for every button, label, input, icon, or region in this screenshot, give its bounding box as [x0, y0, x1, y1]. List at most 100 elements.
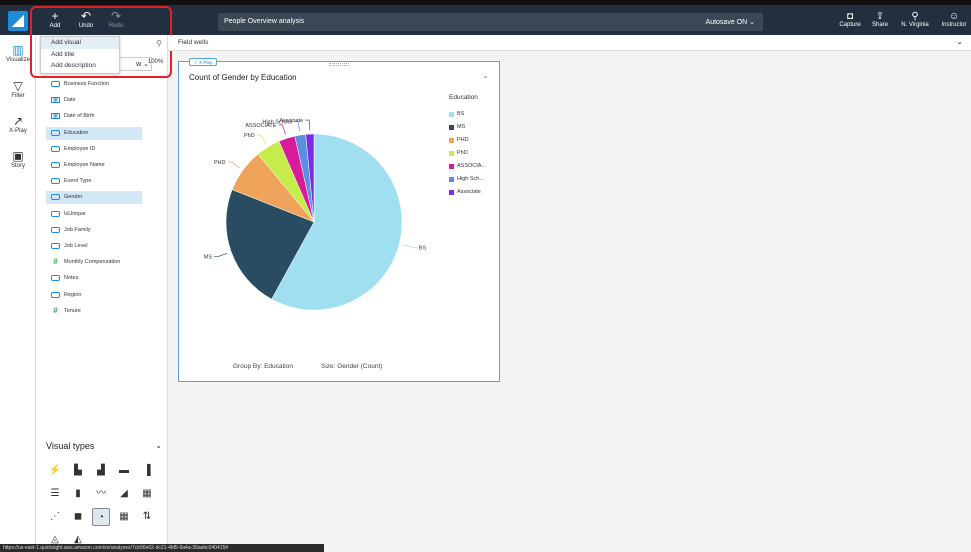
line-chart-icon: ↗ [12, 114, 24, 128]
pie-slice-label: PhD [244, 133, 255, 139]
quicksight-logo[interactable] [8, 11, 28, 31]
field-item[interactable]: Region [46, 289, 142, 302]
legend-label: BS [457, 111, 465, 117]
visual-type-icon[interactable]: ▮ [75, 488, 81, 499]
hash-icon: # [53, 305, 58, 315]
field-item[interactable]: ▦ Date of Birth [46, 110, 142, 123]
visual-type-icon[interactable]: ◼ [73, 511, 83, 522]
field-label: IsUnique [64, 210, 86, 217]
field-item[interactable]: Education [46, 126, 142, 140]
nav-story[interactable]: ▣ Story [0, 149, 36, 169]
chevron-down-icon: ⌄ [749, 19, 755, 26]
dimension-icon [51, 226, 60, 233]
chevron-down-icon: ⌄ [956, 37, 963, 46]
legend-item[interactable]: MS [449, 124, 465, 130]
check-icon: ✓ [194, 60, 198, 65]
field-item[interactable]: ▦ Date [46, 94, 142, 107]
legend-label: PHD [457, 137, 469, 143]
legend-item[interactable]: Associate [449, 189, 481, 195]
visual-type-icon[interactable]: ▟ [97, 465, 105, 476]
visual-type-icon[interactable]: ▬ [119, 465, 129, 476]
search-fields[interactable]: ⚲ [46, 39, 162, 53]
undo-button[interactable]: ↶ Undo [71, 9, 101, 29]
pie-slice-label: High School [262, 119, 292, 125]
field-item[interactable]: Event Type [46, 175, 142, 188]
pie-slice[interactable] [225, 189, 315, 300]
size-by-label: Size: Gender (Count) [321, 363, 383, 370]
visual-type-icon[interactable]: ▐ [143, 465, 151, 476]
field-item[interactable]: Notes [46, 272, 142, 285]
region-selector[interactable]: ⚲ N. Virginia [898, 11, 932, 28]
visual-type-icon[interactable]: ◭ [74, 534, 82, 545]
calendar-icon: ▦ [51, 113, 60, 120]
field-item[interactable]: Job Level [46, 240, 142, 253]
visual-type-icon[interactable]: ⚡ [48, 465, 62, 476]
field-label: Job Family [64, 226, 91, 233]
autosave-toggle[interactable]: Autosave ON ⌄ [705, 19, 755, 26]
legend-item[interactable]: BS [449, 111, 464, 117]
bar-chart-icon: ▥ [12, 43, 24, 57]
pie-slice[interactable] [271, 133, 403, 311]
pie-leader-line [256, 134, 267, 144]
pie-leader-line [403, 244, 417, 248]
visual-card[interactable]: ✓ X-Play Count of Gender by Education ⌄ … [178, 58, 500, 382]
capture-button[interactable]: ◘ Capture [833, 11, 867, 28]
field-item[interactable]: Business Function [46, 78, 142, 91]
add-description-item[interactable]: Add description [51, 62, 96, 69]
visual-type-icon[interactable]: ⋰ [50, 511, 60, 522]
visual-type-icon[interactable]: ◔ [92, 508, 110, 526]
field-label: Employee ID [64, 145, 96, 152]
field-item[interactable]: # Tenure [46, 305, 142, 318]
redo-button[interactable]: ↷ Redo [101, 9, 131, 29]
visual-type-icon[interactable]: ▙ [74, 465, 82, 476]
legend-label: ASSOCIA... [457, 163, 487, 169]
group-by-label: Group By: Education [233, 363, 293, 370]
legend-swatch [449, 138, 454, 143]
top-toolbar: + Add ↶ Undo ↷ Redo People Overview anal… [0, 0, 971, 35]
field-item[interactable]: Employee ID [46, 143, 142, 156]
filter-icon: ▽ [13, 79, 23, 93]
visual-type-icon[interactable]: 〰 [96, 488, 106, 499]
add-menu: Add visual Add title Add description [40, 36, 120, 74]
field-item[interactable]: Job Family [46, 224, 142, 237]
plus-icon: + [51, 9, 59, 23]
nav-xplay[interactable]: ↗ X-Play [0, 114, 36, 134]
pie-leader-line [305, 119, 311, 131]
legend-swatch [449, 112, 454, 117]
visual-type-icon[interactable]: ▦ [142, 488, 152, 499]
add-button[interactable]: + Add [40, 9, 70, 29]
add-visual-item[interactable]: Add visual [41, 37, 119, 49]
field-item[interactable]: IsUnique [46, 208, 142, 221]
legend-label: MS [457, 124, 466, 130]
pie-slice[interactable] [305, 133, 315, 223]
add-title-item[interactable]: Add title [51, 50, 75, 58]
visual-type-icon[interactable]: ◬ [51, 534, 59, 545]
visual-menu-chevron-icon[interactable]: ⌄ [482, 71, 489, 80]
visual-type-icon[interactable]: ◢ [120, 488, 128, 499]
field-item[interactable]: Gender [46, 191, 142, 205]
field-item[interactable]: Employee Name [46, 159, 142, 172]
analysis-title-field[interactable]: People Overview analysis Autosave ON ⌄ [218, 13, 763, 31]
legend-item[interactable]: PHD [449, 137, 469, 143]
legend-item[interactable]: High Sch... [449, 176, 484, 182]
legend-swatch [449, 190, 454, 195]
field-label: Business Function [64, 81, 109, 87]
user-menu[interactable]: ☺ Instructor [937, 11, 971, 28]
legend-item[interactable]: ASSOCIA... [449, 163, 486, 169]
visual-type-icon[interactable]: ▦ [119, 511, 129, 522]
visual-type-icon[interactable]: ☰ [50, 488, 60, 499]
pie-leader-line [278, 124, 286, 135]
legend-label: High Sch... [457, 176, 484, 182]
visual-type-icon[interactable]: ⇅ [142, 511, 152, 522]
field-wells-bar[interactable]: Field wells ⌄ [168, 35, 971, 51]
nav-filter[interactable]: ▽ Filter [0, 79, 36, 99]
annotation-highlight [30, 6, 172, 78]
drag-handle[interactable] [329, 63, 349, 66]
field-item[interactable]: # Monthly Compensation [46, 256, 142, 269]
pie-slice-label: PHD [214, 160, 226, 166]
nav-visualize[interactable]: ▥ Visualize [0, 43, 36, 63]
share-button[interactable]: ⇪ Share [863, 11, 897, 28]
legend-item[interactable]: PhD [449, 150, 468, 156]
visual-types-header[interactable]: Visual types ⌄ [46, 441, 162, 451]
legend-title: Education [449, 94, 478, 101]
